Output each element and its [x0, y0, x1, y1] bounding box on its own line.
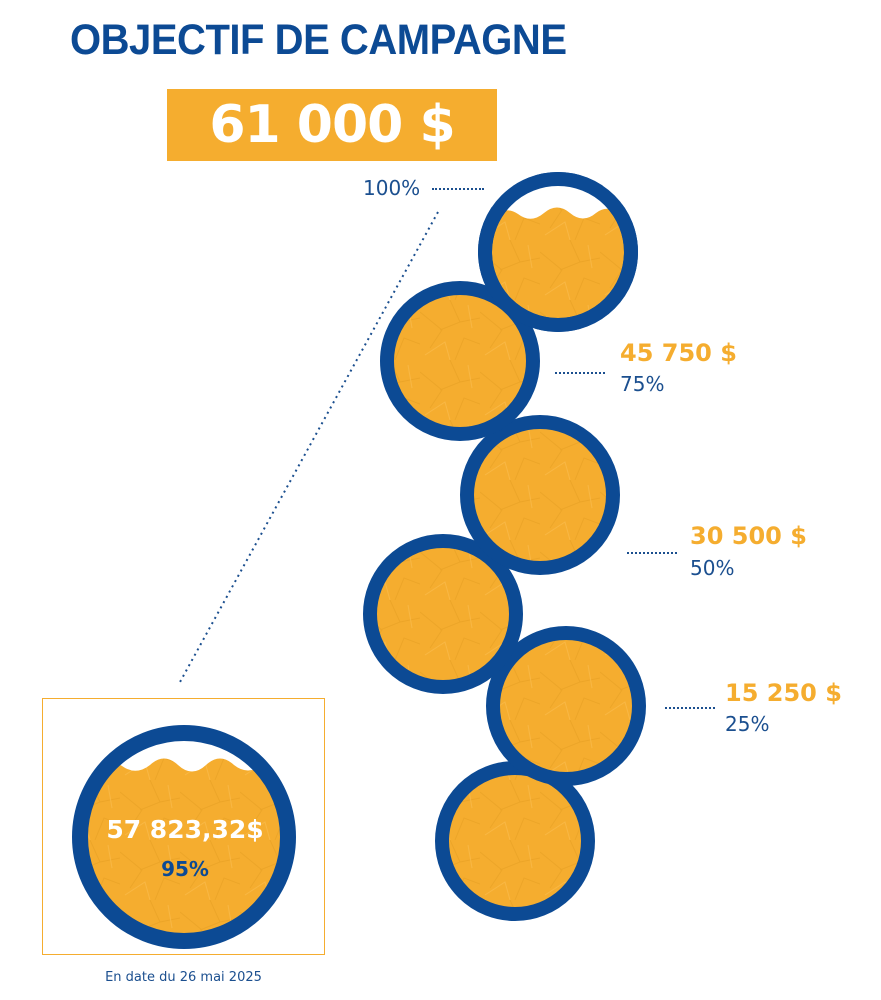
current-amount: 57 823,32$ — [106, 815, 264, 844]
coin-5 — [380, 281, 540, 441]
milestone-75-percent: 75% — [620, 372, 665, 396]
milestone-75-leader — [555, 372, 605, 374]
coin-4 — [460, 415, 620, 575]
coin-6-top — [478, 172, 638, 332]
milestone-100-leader — [432, 188, 484, 190]
coin-3 — [363, 534, 523, 694]
milestone-50-percent: 50% — [690, 556, 735, 580]
page-title: OBJECTIF DE CAMPAGNE — [70, 16, 567, 64]
milestone-25-amount: 15 250 $ — [725, 679, 842, 707]
milestone-50-leader — [627, 552, 677, 554]
coin-2 — [486, 626, 646, 786]
coin-1 — [435, 761, 595, 921]
inset-coin — [72, 725, 296, 949]
goal-amount-box: 61 000 $ — [167, 89, 497, 161]
milestone-25-leader — [665, 707, 715, 709]
date-note: En date du 26 mai 2025 — [105, 970, 262, 985]
current-percent: 95% — [161, 857, 209, 881]
current-progress-frame — [42, 698, 325, 955]
milestone-75-amount: 45 750 $ — [620, 339, 737, 367]
goal-amount: 61 000 $ — [209, 95, 455, 155]
milestone-50-amount: 30 500 $ — [690, 522, 807, 550]
milestone-25-percent: 25% — [725, 712, 770, 736]
milestone-100-percent: 100% — [363, 176, 421, 200]
